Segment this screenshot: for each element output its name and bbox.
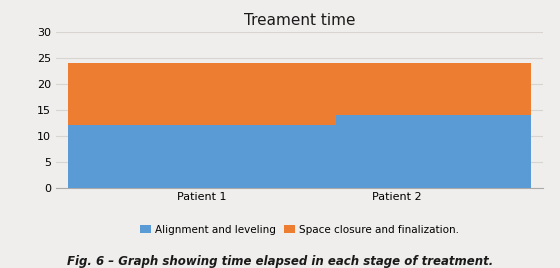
Bar [68, 125, 336, 188]
Title: Treament time: Treament time [244, 13, 356, 28]
Bar [263, 63, 531, 115]
Bar [68, 63, 336, 125]
Bar [263, 115, 531, 188]
Text: Fig. 6 – Graph showing time elapsed in each stage of treatment.: Fig. 6 – Graph showing time elapsed in e… [67, 255, 493, 268]
Legend: Alignment and leveling, Space closure and finalization.: Alignment and leveling, Space closure an… [136, 221, 463, 239]
